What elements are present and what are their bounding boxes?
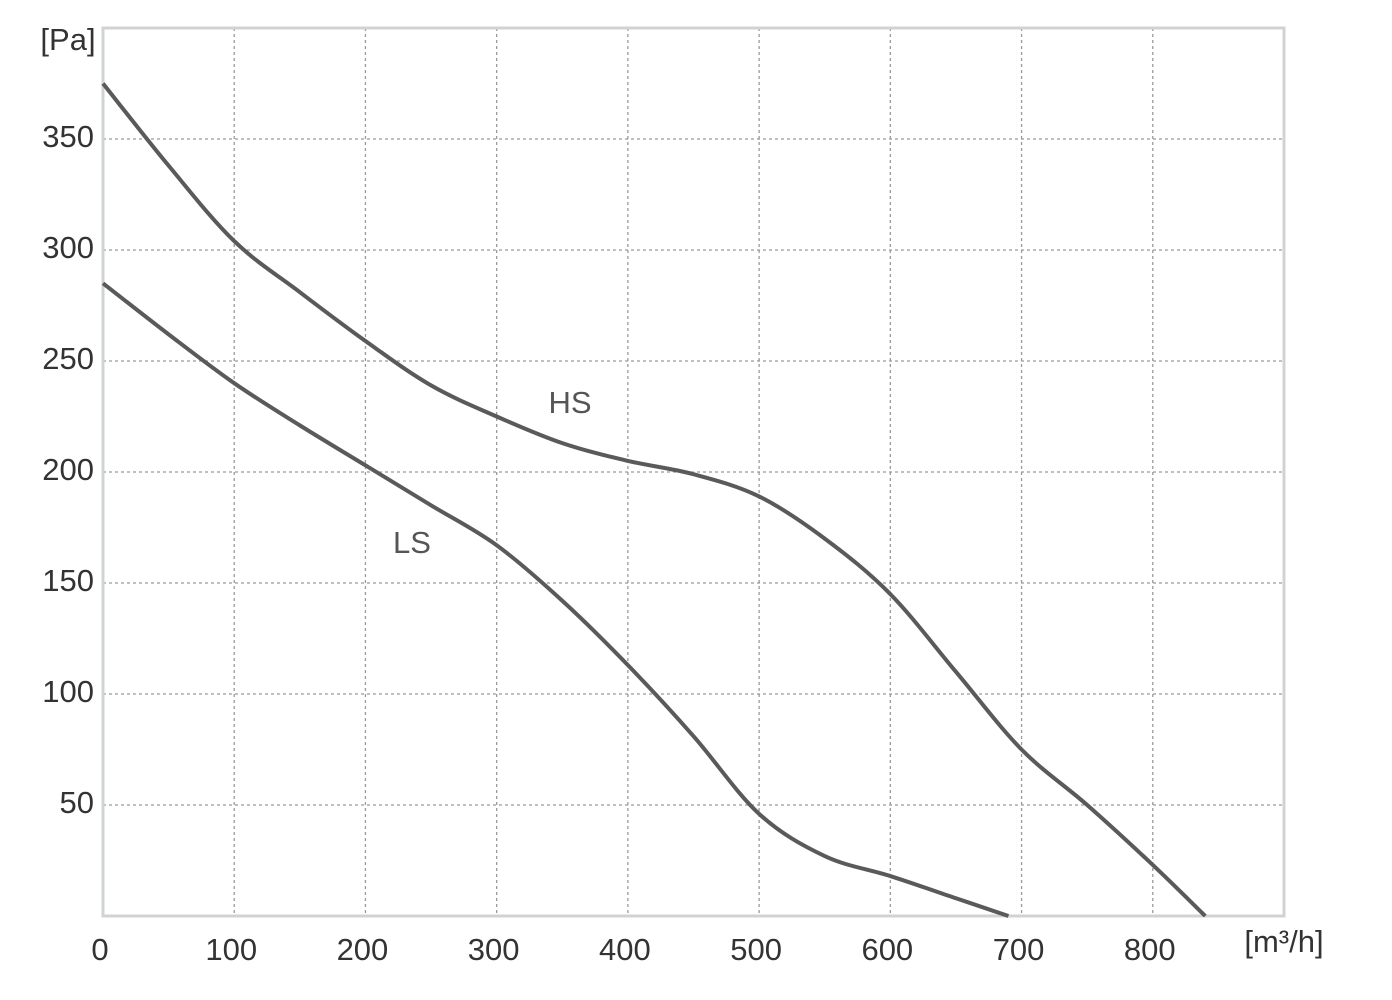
x-tick-label: 0 <box>91 932 108 967</box>
series-label: LS <box>393 525 431 560</box>
y-tick-label: 250 <box>42 341 94 376</box>
series-label: HS <box>548 385 591 420</box>
y-tick-label: 100 <box>42 674 94 709</box>
y-tick-label: 350 <box>42 119 94 154</box>
y-tick-label: 150 <box>42 563 94 598</box>
x-tick-label: 100 <box>205 932 257 967</box>
x-tick-label: 500 <box>730 932 782 967</box>
x-tick-label: 800 <box>1124 932 1176 967</box>
x-tick-label: 300 <box>468 932 520 967</box>
y-tick-label: 300 <box>42 230 94 265</box>
y-tick-label: 50 <box>60 785 94 820</box>
y-axis-label: [Pa] <box>40 22 95 57</box>
x-axis-label: [m³/h] <box>1244 924 1323 959</box>
x-tick-label: 200 <box>337 932 389 967</box>
plot-border <box>101 26 1286 918</box>
y-tick-label: 200 <box>42 452 94 487</box>
x-tick-label: 600 <box>861 932 913 967</box>
line <box>101 82 1207 918</box>
x-tick-label: 400 <box>599 932 651 967</box>
x-tick-label: 700 <box>993 932 1045 967</box>
line <box>101 281 1010 918</box>
